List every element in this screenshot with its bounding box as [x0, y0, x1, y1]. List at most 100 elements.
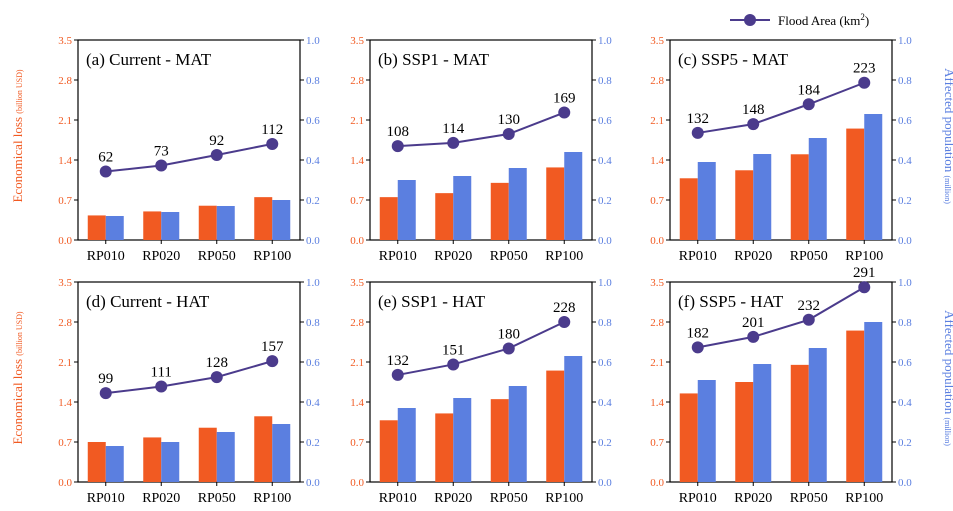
plot-frame — [669, 281, 893, 483]
chart-panel-4: 0.0 0.7 1.4 2.1 2.8 3.5 0.0 0.2 0.4 0.6 0.8 1.0 RP01… — [58, 277, 320, 506]
flood-area-marker — [447, 136, 460, 149]
flood-area-marker — [99, 387, 112, 400]
flood-area-marker — [266, 137, 279, 150]
panel-title: (f) SSP5 - HAT — [678, 292, 784, 311]
right-tick-label: 0.2 — [898, 195, 912, 207]
bar-affected-population — [453, 176, 472, 240]
right-tick-label: 0.8 — [898, 317, 912, 329]
bar-economical-loss — [735, 170, 754, 240]
x-tick-label: RP010 — [379, 491, 417, 506]
right-tick-label: 0.2 — [306, 437, 320, 449]
right-axis-label-main: Affected population — [942, 310, 953, 415]
right-tick-label: 0.6 — [306, 115, 320, 127]
left-tick-label: 0.7 — [650, 437, 664, 449]
flood-area-data-label: 130 — [498, 112, 521, 128]
left-axis-label-main: Economical loss — [10, 117, 25, 203]
flood-area-data-label: 151 — [442, 342, 465, 358]
flood-area-marker — [155, 380, 168, 393]
right-tick-label: 0.0 — [898, 477, 912, 489]
legend: Flood Area (km2) — [730, 12, 869, 28]
flood-area-marker — [558, 106, 571, 119]
left-tick-label: 2.8 — [58, 317, 72, 329]
right-tick-label: 0.0 — [598, 235, 612, 247]
right-axis-label-unit: (million) — [943, 417, 952, 446]
x-tick-label: RP010 — [679, 249, 717, 264]
bar-affected-population — [753, 154, 772, 240]
flood-area-data-label: 99 — [98, 371, 113, 387]
flood-area-data-label: 111 — [151, 365, 172, 381]
x-tick-label: RP100 — [545, 491, 583, 506]
left-tick-label: 2.1 — [650, 357, 664, 369]
flood-area-data-label: 223 — [853, 61, 876, 77]
bar-economical-loss — [846, 128, 865, 240]
bar-economical-loss — [790, 154, 809, 240]
bar-economical-loss — [679, 393, 698, 482]
right-tick-label: 0.0 — [306, 235, 320, 247]
right-tick-label: 0.2 — [306, 195, 320, 207]
x-tick-label: RP010 — [379, 249, 417, 264]
legend-marker-swatch — [744, 14, 756, 26]
chart-panel-2: 0.0 0.7 1.4 2.1 2.8 3.5 0.0 0.2 0.4 0.6 0.8 1.0 RP01… — [350, 35, 612, 264]
bar-economical-loss — [198, 427, 217, 482]
left-tick-label: 2.1 — [350, 357, 364, 369]
legend-label-close: ) — [865, 13, 869, 28]
left-tick-label: 0.0 — [650, 477, 664, 489]
right-tick-label: 0.6 — [898, 357, 912, 369]
right-tick-label: 0.8 — [306, 317, 320, 329]
flood-area-marker — [502, 128, 515, 141]
panels: 0.0 0.7 1.4 2.1 2.8 3.5 0.0 0.2 0.4 0.6 0.8 1.0 RP01… — [58, 35, 912, 506]
bar-affected-population — [564, 356, 583, 482]
flood-area-data-label: 169 — [553, 91, 576, 107]
flood-area-data-label: 128 — [206, 355, 229, 371]
right-tick-label: 0.2 — [898, 437, 912, 449]
flood-area-marker — [210, 148, 223, 161]
x-tick-label: RP020 — [734, 249, 772, 264]
flood-area-data-label: 184 — [798, 82, 821, 98]
right-axis-label-main: Affected population — [942, 68, 953, 173]
right-axis-label-row2: Affected population (million) — [942, 310, 953, 446]
bar-affected-population — [697, 162, 716, 240]
right-axis-label-row1: Affected population (million) — [942, 68, 953, 204]
bar-economical-loss — [846, 330, 865, 482]
right-tick-label: 0.6 — [598, 115, 612, 127]
x-tick-label: RP100 — [545, 249, 583, 264]
left-axis-label-row2: Economical loss (billion USD) — [10, 311, 25, 444]
bar-affected-population — [397, 180, 416, 240]
flood-area-marker — [691, 341, 704, 354]
bar-economical-loss — [87, 442, 106, 482]
bar-affected-population — [216, 206, 235, 240]
flood-area-marker — [99, 165, 112, 178]
left-tick-label: 3.5 — [650, 35, 664, 47]
flood-area-marker — [858, 76, 871, 89]
x-tick-label: RP010 — [87, 491, 125, 506]
bar-affected-population — [864, 322, 883, 482]
x-tick-label: RP020 — [434, 249, 472, 264]
plot-frame — [369, 281, 593, 483]
flood-area-marker — [266, 355, 279, 368]
right-tick-label: 0.0 — [598, 477, 612, 489]
right-tick-label: 0.6 — [598, 357, 612, 369]
flood-area-marker — [691, 126, 704, 139]
plot-frame — [77, 39, 301, 241]
left-tick-label: 2.8 — [350, 75, 364, 87]
legend-label-superscript: 2 — [860, 12, 865, 22]
left-tick-label: 2.8 — [650, 317, 664, 329]
flood-area-data-label: 157 — [261, 339, 284, 355]
right-tick-label: 0.8 — [898, 75, 912, 87]
x-tick-label: RP050 — [490, 491, 528, 506]
bar-economical-loss — [143, 211, 162, 240]
bar-affected-population — [105, 446, 124, 482]
flood-area-data-label: 182 — [687, 325, 710, 341]
right-tick-label: 0.0 — [306, 477, 320, 489]
bar-affected-population — [864, 114, 883, 240]
left-tick-label: 2.1 — [650, 115, 664, 127]
plot-frame — [77, 281, 301, 483]
flood-area-data-label: 132 — [687, 111, 710, 127]
left-tick-label: 0.0 — [58, 235, 72, 247]
left-tick-label: 1.4 — [58, 155, 72, 167]
right-tick-label: 1.0 — [898, 277, 912, 289]
x-tick-label: RP010 — [87, 249, 125, 264]
bar-affected-population — [453, 398, 472, 482]
left-tick-label: 0.7 — [58, 195, 72, 207]
panel-title: (a) Current - MAT — [86, 50, 212, 69]
